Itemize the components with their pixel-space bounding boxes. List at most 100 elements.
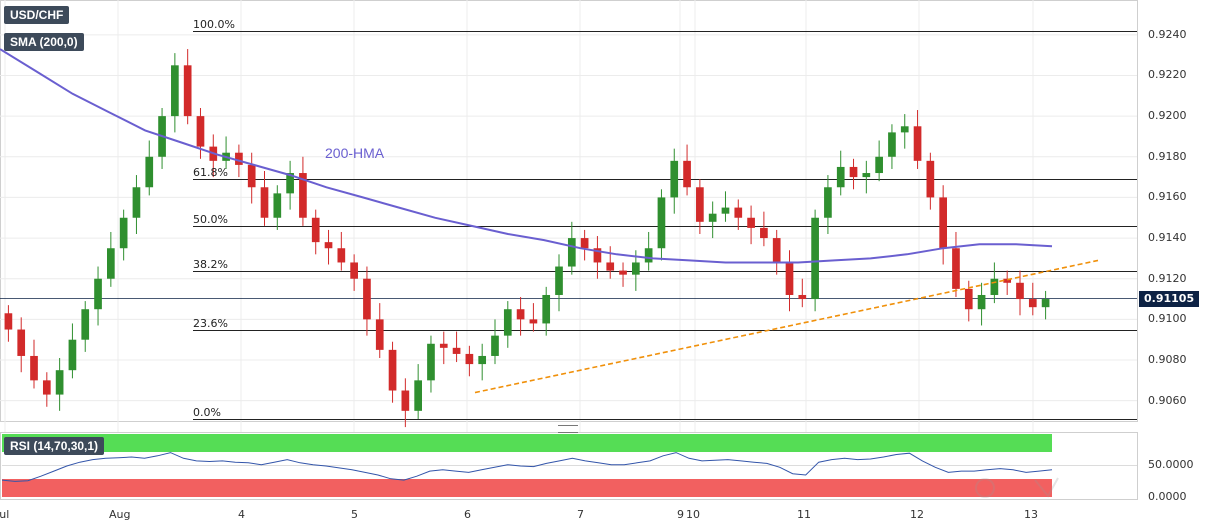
candle xyxy=(721,191,730,222)
candle-body xyxy=(1028,299,1037,308)
symbol-badge[interactable]: USD/CHF xyxy=(4,6,70,24)
candle-body xyxy=(68,339,77,371)
candle xyxy=(4,305,13,342)
candle-body xyxy=(260,187,269,218)
x-tick-label: Aug xyxy=(109,508,131,521)
candle-body xyxy=(427,343,435,381)
candle-body xyxy=(824,187,832,218)
candle-body xyxy=(772,238,781,263)
candle xyxy=(862,160,871,194)
candle xyxy=(708,201,717,239)
candle-body xyxy=(363,278,371,320)
candle-body xyxy=(171,65,179,117)
indicator-badge[interactable]: SMA (200,0) xyxy=(4,33,84,51)
candle xyxy=(107,231,115,287)
panel-resize-handle[interactable] xyxy=(558,425,578,433)
candle-body xyxy=(439,343,448,348)
candle-body xyxy=(964,288,973,310)
candle-body xyxy=(670,160,679,198)
candle xyxy=(439,331,448,365)
candle-body xyxy=(247,164,256,188)
candle xyxy=(42,372,51,407)
candle-body xyxy=(235,152,243,165)
candle xyxy=(875,140,883,182)
candle-body xyxy=(760,227,768,239)
candle xyxy=(798,278,807,308)
candle-body xyxy=(478,355,487,365)
candle-body xyxy=(42,380,51,395)
y-tick-label: 0.9160 xyxy=(1148,190,1187,204)
candle-body xyxy=(1041,299,1050,308)
candle-body xyxy=(81,309,90,340)
rsi-badge[interactable]: RSI (14,70,30,1) xyxy=(4,437,105,455)
candle xyxy=(606,246,615,279)
candle-body xyxy=(1003,278,1012,283)
x-tick-label: Jul xyxy=(0,508,10,521)
candle xyxy=(977,282,986,326)
y-tick-label: 0.9100 xyxy=(1148,312,1187,326)
candle xyxy=(849,158,858,190)
candle xyxy=(1016,270,1024,316)
candle xyxy=(734,199,743,230)
candle-body xyxy=(55,370,64,395)
fib-label: 100.0% xyxy=(193,17,235,31)
candle xyxy=(68,323,77,379)
candle xyxy=(171,53,179,133)
candle xyxy=(939,185,947,265)
candle xyxy=(350,254,358,291)
candle-body xyxy=(542,294,551,324)
candle-body xyxy=(337,248,346,263)
x-tick-label: 9 xyxy=(677,508,684,521)
fib-label: 61.8% xyxy=(193,165,228,179)
candle-body xyxy=(939,197,947,249)
candle-body xyxy=(696,187,704,222)
candle-body xyxy=(107,248,115,279)
candle-body xyxy=(132,187,141,218)
candle-body xyxy=(350,262,358,279)
candle xyxy=(580,229,589,261)
hma-200-line xyxy=(0,48,1053,264)
candle xyxy=(683,144,691,196)
candle-body xyxy=(452,347,461,354)
candle-body xyxy=(145,156,154,188)
candle xyxy=(619,262,627,287)
x-tick-label: 13 xyxy=(1024,508,1038,521)
price-panel[interactable] xyxy=(0,0,1138,422)
candle xyxy=(273,185,282,230)
y-tick-label: 0.9120 xyxy=(1148,271,1187,285)
candle-body xyxy=(516,309,525,320)
candle-body xyxy=(555,266,563,295)
candle xyxy=(516,297,525,336)
candle xyxy=(913,110,922,169)
x-tick-label: 11 xyxy=(797,508,811,521)
fib-label: 0.0% xyxy=(193,405,221,419)
x-tick-label: 6 xyxy=(464,508,471,521)
candle xyxy=(1041,290,1050,320)
candle-body xyxy=(17,329,26,356)
candle-body xyxy=(721,207,730,214)
candle xyxy=(465,345,474,377)
candle-body xyxy=(657,197,666,249)
candle-body xyxy=(388,349,397,391)
candle xyxy=(926,152,935,210)
rsi-tick-label: 50.0000 xyxy=(1148,458,1194,471)
candle xyxy=(375,303,384,358)
candle-body xyxy=(580,238,589,249)
candle xyxy=(17,317,26,373)
trendline-support xyxy=(474,259,1099,394)
candle xyxy=(529,303,538,332)
fxstreet-watermark xyxy=(975,477,1059,498)
candle-body xyxy=(888,132,896,157)
candle xyxy=(452,331,461,363)
candle xyxy=(119,209,128,261)
candle xyxy=(388,341,397,403)
candle xyxy=(696,179,704,235)
fib-label: 50.0% xyxy=(193,212,228,226)
x-tick-label: 5 xyxy=(351,508,358,521)
candle-body xyxy=(4,313,13,330)
candle xyxy=(1003,270,1012,295)
candle-body xyxy=(708,213,717,222)
candle-body xyxy=(119,217,128,249)
candle-body xyxy=(1016,282,1024,300)
